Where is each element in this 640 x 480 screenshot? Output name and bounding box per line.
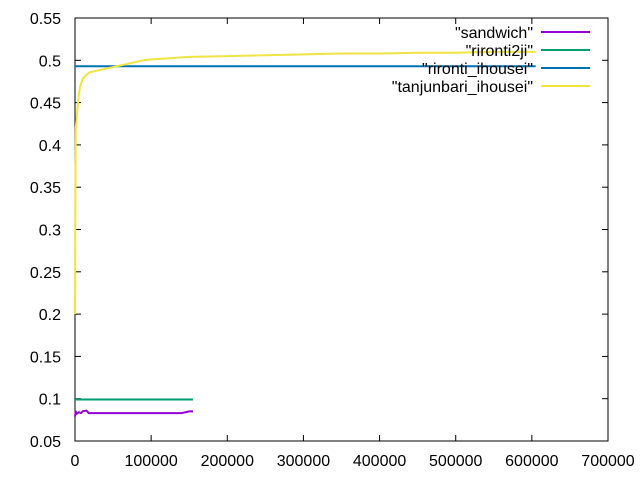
y-tick-label: 0.5 (39, 53, 61, 70)
y-tick-label: 0.2 (39, 307, 61, 324)
y-tick-label: 0.1 (39, 392, 61, 409)
x-tick-label: 200000 (201, 453, 254, 470)
y-tick-label: 0.25 (30, 265, 61, 282)
y-tick-label: 0.3 (39, 223, 61, 240)
y-tick-label: 0.45 (30, 96, 61, 113)
x-tick-label: 400000 (353, 453, 406, 470)
series-line-3 (74, 50, 536, 315)
x-tick-label: 700000 (581, 453, 634, 470)
y-axis-ticks: 0.05 0.1 0.15 0.2 0.25 0.3 0.35 0.4 0.45 0.5 0.55 (30, 11, 608, 451)
y-tick-label: 0.35 (30, 180, 61, 197)
legend-label: "rironti_ihousei" (422, 61, 533, 78)
x-tick-label: 300000 (277, 453, 330, 470)
y-tick-label: 0.4 (39, 138, 61, 155)
series-line-0 (74, 409, 194, 417)
y-tick-label: 0.55 (30, 11, 61, 28)
legend-label: "sandwich" (455, 25, 533, 42)
legend-label: "rironti2ji" (466, 43, 533, 60)
x-tick-label: 500000 (429, 453, 482, 470)
x-tick-label: 0 (71, 453, 80, 470)
x-tick-label: 600000 (505, 453, 558, 470)
y-tick-label: 0.05 (30, 434, 61, 451)
x-axis-ticks: 0 100000 200000 300000 400000 500000 600000 700… (71, 18, 635, 470)
y-tick-label: 0.15 (30, 349, 61, 366)
legend: "sandwich""rironti2ji""rironti_ihousei""… (392, 25, 590, 96)
legend-label: "tanjunbari_ihousei" (392, 79, 533, 96)
series-lines (74, 50, 536, 417)
x-tick-label: 100000 (124, 453, 177, 470)
